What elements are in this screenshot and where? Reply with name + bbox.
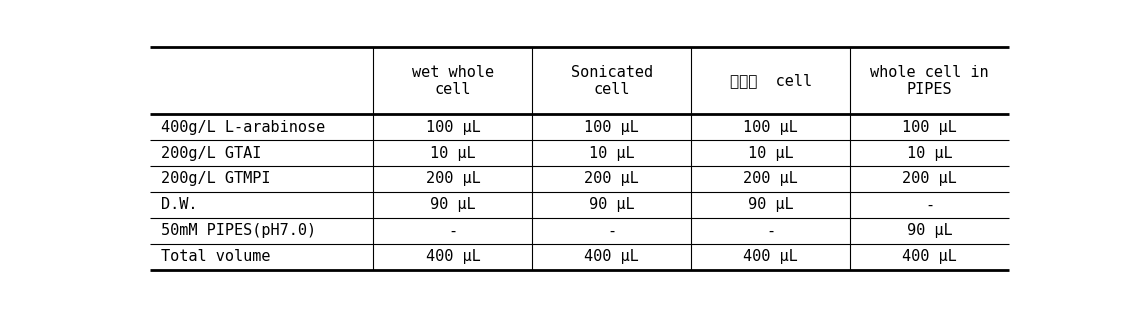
Text: 10 μL: 10 μL xyxy=(430,145,476,160)
Text: 200g/L GTAI: 200g/L GTAI xyxy=(161,145,261,160)
Text: 400 μL: 400 μL xyxy=(425,249,481,264)
Text: 90 μL: 90 μL xyxy=(589,198,634,212)
Text: 90 μL: 90 μL xyxy=(430,198,476,212)
Text: Total volume: Total volume xyxy=(161,249,270,264)
Text: 10 μL: 10 μL xyxy=(748,145,794,160)
Text: 200 μL: 200 μL xyxy=(743,171,798,187)
Text: wet whole
cell: wet whole cell xyxy=(412,64,494,97)
Text: 10 μL: 10 μL xyxy=(589,145,634,160)
Text: whole cell in
PIPES: whole cell in PIPES xyxy=(871,64,988,97)
Text: 90 μL: 90 μL xyxy=(748,198,794,212)
Text: 400g/L L-arabinose: 400g/L L-arabinose xyxy=(161,120,325,135)
Text: 100 μL: 100 μL xyxy=(585,120,639,135)
Text: Sonicated
cell: Sonicated cell xyxy=(571,64,653,97)
Text: -: - xyxy=(448,223,458,238)
Text: D.W.: D.W. xyxy=(161,198,197,212)
Text: 10 μL: 10 μL xyxy=(907,145,952,160)
Text: 200 μL: 200 μL xyxy=(585,171,639,187)
Text: 90 μL: 90 μL xyxy=(907,223,952,238)
Text: 100 μL: 100 μL xyxy=(425,120,481,135)
Text: 400 μL: 400 μL xyxy=(743,249,798,264)
Text: 100 μL: 100 μL xyxy=(743,120,798,135)
Text: -: - xyxy=(925,198,934,212)
Text: 200 μL: 200 μL xyxy=(903,171,957,187)
Text: 100 μL: 100 μL xyxy=(903,120,957,135)
Text: 열처리  cell: 열처리 cell xyxy=(729,73,812,88)
Text: 50mM PIPES(pH7.0): 50mM PIPES(pH7.0) xyxy=(161,223,316,238)
Text: 400 μL: 400 μL xyxy=(903,249,957,264)
Text: 200 μL: 200 μL xyxy=(425,171,481,187)
Text: -: - xyxy=(607,223,616,238)
Text: -: - xyxy=(766,223,776,238)
Text: 400 μL: 400 μL xyxy=(585,249,639,264)
Text: 200g/L GTMPI: 200g/L GTMPI xyxy=(161,171,270,187)
